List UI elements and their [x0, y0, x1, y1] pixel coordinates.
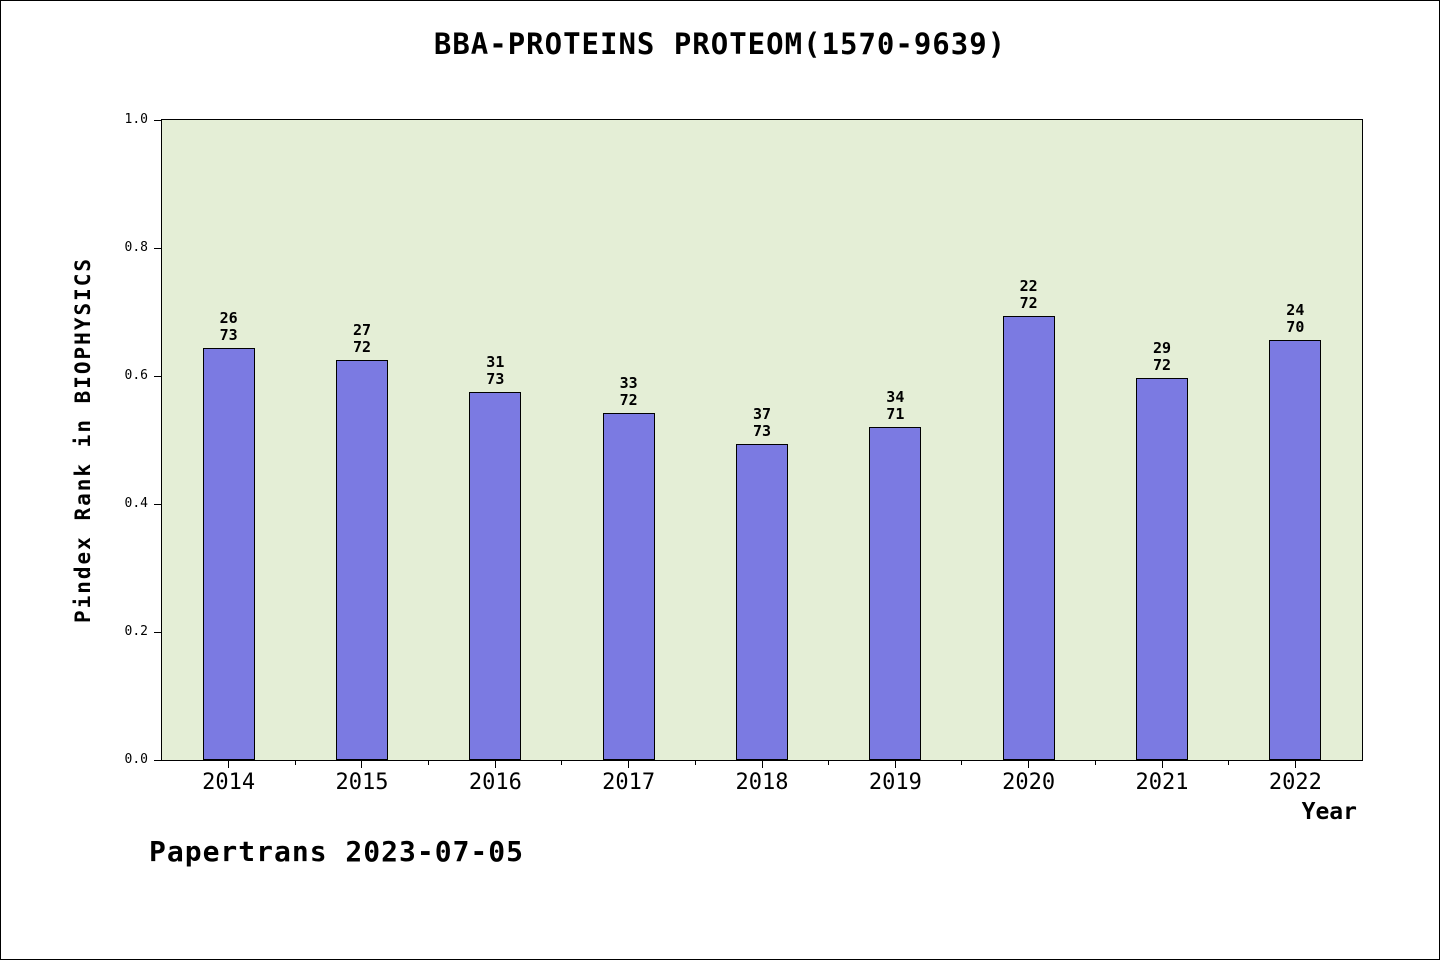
x-tick-label: 2014 — [202, 770, 256, 795]
y-tick — [154, 503, 162, 505]
bar-rank: 34 — [886, 387, 905, 406]
x-axis-label: Year — [1301, 799, 1357, 825]
x-tick — [894, 760, 896, 768]
x-tick — [628, 760, 630, 768]
bar-total: 73 — [486, 370, 505, 388]
x-tick-minor — [294, 760, 296, 765]
bar-total: 70 — [1286, 317, 1305, 336]
bar — [1136, 377, 1188, 760]
x-tick — [1161, 760, 1163, 768]
y-tick-label: 0.0 — [124, 752, 148, 767]
bar-total: 71 — [886, 404, 905, 423]
bar-total: 73 — [219, 325, 238, 344]
y-tick-label: 0.6 — [124, 368, 148, 383]
y-tick-label: 0.2 — [124, 624, 148, 639]
bar-rank: 26 — [219, 308, 238, 327]
x-tick-minor — [1228, 760, 1230, 765]
x-tick-label: 2017 — [602, 770, 656, 795]
y-tick — [154, 247, 162, 249]
x-tick-label: 2022 — [1268, 770, 1322, 795]
bar — [469, 392, 522, 760]
x-tick-label: 2015 — [335, 770, 389, 795]
bar-value-label: 34 71 — [850, 387, 940, 423]
x-tick-minor — [1094, 760, 1096, 765]
bar-total: 72 — [1019, 293, 1038, 312]
y-tick-label: 0.8 — [124, 240, 148, 255]
x-tick — [228, 760, 230, 768]
x-tick-minor — [694, 760, 696, 765]
x-tick-label: 2016 — [468, 770, 522, 795]
x-tick-label: 2021 — [1135, 770, 1189, 795]
bar-total: 72 — [619, 391, 638, 410]
bar-value-label: 33 72 — [584, 375, 674, 409]
bar — [1269, 339, 1322, 760]
watermark-text: Papertrans 2023-07-05 — [149, 835, 525, 868]
bar-total: 72 — [352, 338, 372, 356]
y-tick — [154, 375, 162, 377]
x-tick-minor — [961, 760, 963, 765]
bar-value-label: 27 72 — [317, 322, 407, 356]
bar-value-label: 31 73 — [450, 354, 540, 388]
bar — [869, 426, 922, 760]
bar — [335, 360, 388, 760]
bar-rank: 29 — [1152, 338, 1172, 357]
bar-value-label: 22 72 — [984, 276, 1074, 312]
y-axis-label: Pindex Rank in BIOPHYSICS — [71, 256, 95, 624]
bar-rank: 31 — [486, 353, 505, 371]
x-tick-label: 2018 — [735, 770, 789, 795]
plot-area: 0.0 0.2 0.4 0.6 0.8 1.0 26 73 2014 27 72 2015 31 73 20… — [125, 112, 1363, 795]
y-tick-label: 0.4 — [124, 496, 148, 511]
x-tick-label: 2020 — [1002, 770, 1056, 795]
x-tick — [761, 760, 763, 768]
bar — [602, 413, 655, 760]
x-tick-minor — [428, 760, 430, 765]
y-tick — [154, 631, 162, 633]
bar-value-label: 26 73 — [184, 308, 274, 344]
bar — [202, 347, 255, 760]
y-tick — [154, 119, 162, 121]
bar-value-label: 29 72 — [1117, 338, 1207, 374]
bar-rank: 27 — [352, 321, 372, 339]
bar-rank: 37 — [752, 405, 772, 424]
bar-rank: 22 — [1019, 276, 1038, 295]
y-tick — [154, 759, 162, 761]
bar — [736, 444, 788, 760]
chart-title: BBA-PROTEINS PROTEOM(1570-9639) — [433, 27, 1007, 61]
bar — [1002, 315, 1055, 760]
x-tick — [1294, 760, 1296, 768]
x-tick-minor — [828, 760, 830, 765]
bar-total: 72 — [1152, 355, 1172, 374]
x-tick — [494, 760, 496, 768]
y-tick-label: 1.0 — [124, 112, 148, 127]
x-tick — [361, 760, 363, 768]
x-tick — [1028, 760, 1030, 768]
x-tick-minor — [561, 760, 563, 765]
x-tick-label: 2019 — [868, 770, 922, 795]
bar-rank: 24 — [1286, 300, 1305, 319]
bar-total: 73 — [752, 422, 772, 441]
bar-value-label: 24 70 — [1250, 300, 1340, 336]
bar-value-label: 37 73 — [717, 406, 807, 440]
bar-rank: 33 — [619, 374, 638, 393]
